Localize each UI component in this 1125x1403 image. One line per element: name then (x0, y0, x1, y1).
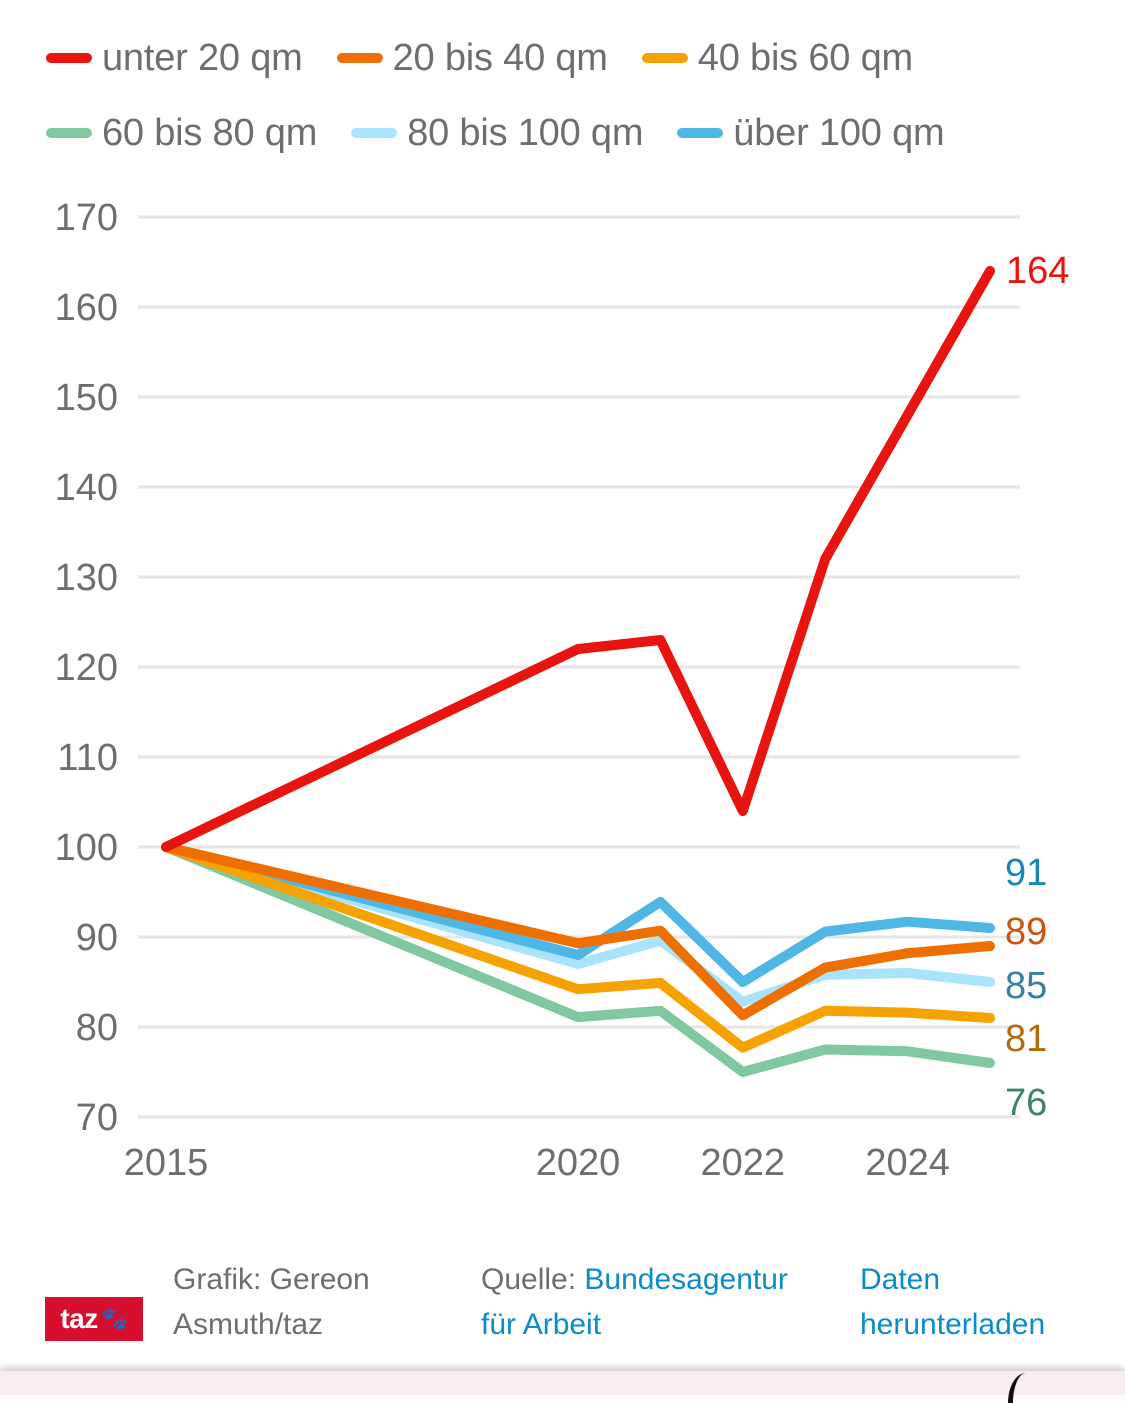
legend-swatch (336, 53, 383, 63)
bottom-banner (0, 1371, 1125, 1403)
end-value-label: 76 (1005, 1082, 1047, 1124)
source-prefix: Quelle: (481, 1263, 585, 1296)
curve-mark-icon (1008, 1373, 1031, 1403)
paw-icon: 🐾 (100, 1306, 128, 1331)
end-labels: 164 89 81 76 85 91 (1005, 250, 1069, 1124)
source-link-cont[interactable]: für Arbeit (481, 1308, 602, 1341)
legend-item-60-80: 60 bis 80 qm (46, 112, 317, 155)
series-line (161, 842, 995, 1077)
series-line (161, 842, 995, 1053)
legend-label: 80 bis 100 qm (407, 111, 644, 154)
y-tick-label: 90 (76, 917, 118, 959)
legend-item-20-40: 20 bis 40 qm (336, 36, 608, 80)
download-data: Daten herunterladen (860, 1257, 1100, 1347)
chart-legend: unter 20 qm 20 bis 40 qm 40 bis 60 qm 60… (46, 30, 1106, 180)
x-tick-label: 2020 (536, 1142, 621, 1184)
download-link-cont[interactable]: herunterladen (860, 1308, 1046, 1341)
legend-swatch (677, 128, 724, 138)
y-tick-label: 160 (55, 287, 118, 329)
y-tick-label: 110 (57, 737, 118, 779)
legend-label: 40 bis 60 qm (697, 36, 913, 79)
legend-swatch (641, 53, 688, 63)
series-line (161, 842, 995, 1007)
y-tick-label: 130 (55, 557, 118, 599)
series-line (161, 266, 995, 852)
credit: Grafik: Gereon Asmuth/taz (173, 1257, 370, 1347)
source: Quelle: Bundesagentur für Arbeit (481, 1257, 841, 1347)
series-line (161, 842, 995, 987)
y-tick-label: 140 (55, 467, 118, 509)
end-value-label: 89 (1005, 911, 1047, 953)
download-link[interactable]: Daten (860, 1263, 941, 1296)
legend-swatch (46, 53, 92, 63)
y-tick-label: 100 (55, 827, 118, 869)
y-tick-label: 120 (55, 647, 118, 689)
x-tick-label: 2022 (701, 1142, 786, 1184)
legend-label: unter 20 qm (102, 36, 303, 79)
x-tick-label: 2024 (865, 1142, 950, 1184)
legend-item-80-100: 80 bis 100 qm (351, 112, 643, 155)
legend-label: über 100 qm (733, 111, 945, 154)
end-value-label: 81 (1005, 1018, 1047, 1060)
end-value-label: 85 (1005, 965, 1047, 1007)
y-tick-label: 80 (76, 1007, 118, 1049)
logo-text: taz (60, 1303, 98, 1334)
legend-item-ueber-100: über 100 qm (677, 111, 945, 155)
legend-label: 20 bis 40 qm (392, 36, 608, 79)
legend-item-unter-20: unter 20 qm (46, 37, 303, 80)
x-axis: 2015 2020 2022 2024 (124, 1142, 950, 1184)
y-tick-label: 70 (76, 1097, 118, 1139)
legend-item-40-60: 40 bis 60 qm (641, 36, 913, 80)
end-value-label: 164 (1006, 250, 1069, 292)
legend-swatch (46, 128, 92, 138)
taz-logo[interactable]: taz 🐾 (45, 1297, 143, 1341)
series-line (161, 842, 995, 1021)
y-axis: 70 80 90 100 110 120 130 140 150 160 170 (55, 197, 118, 1139)
end-value-label: 91 (1005, 852, 1047, 894)
x-tick-label: 2015 (124, 1142, 209, 1184)
y-tick-label: 150 (55, 377, 118, 419)
chart-footer: taz 🐾 Grafik: Gereon Asmuth/taz Quelle: … (0, 1255, 1125, 1365)
credit-line: Asmuth/taz (173, 1308, 324, 1341)
credit-line: Grafik: Gereon (173, 1263, 370, 1296)
series-lines (161, 266, 995, 1077)
legend-label: 60 bis 80 qm (102, 111, 318, 154)
legend-row-1: unter 20 qm 20 bis 40 qm 40 bis 60 qm (46, 30, 1106, 86)
source-link[interactable]: Bundesagentur (584, 1263, 788, 1296)
legend-row-2: 60 bis 80 qm 80 bis 100 qm über 100 qm (46, 105, 1106, 161)
legend-swatch (351, 128, 398, 138)
gridlines (138, 215, 1020, 1119)
y-tick-label: 170 (55, 197, 118, 239)
